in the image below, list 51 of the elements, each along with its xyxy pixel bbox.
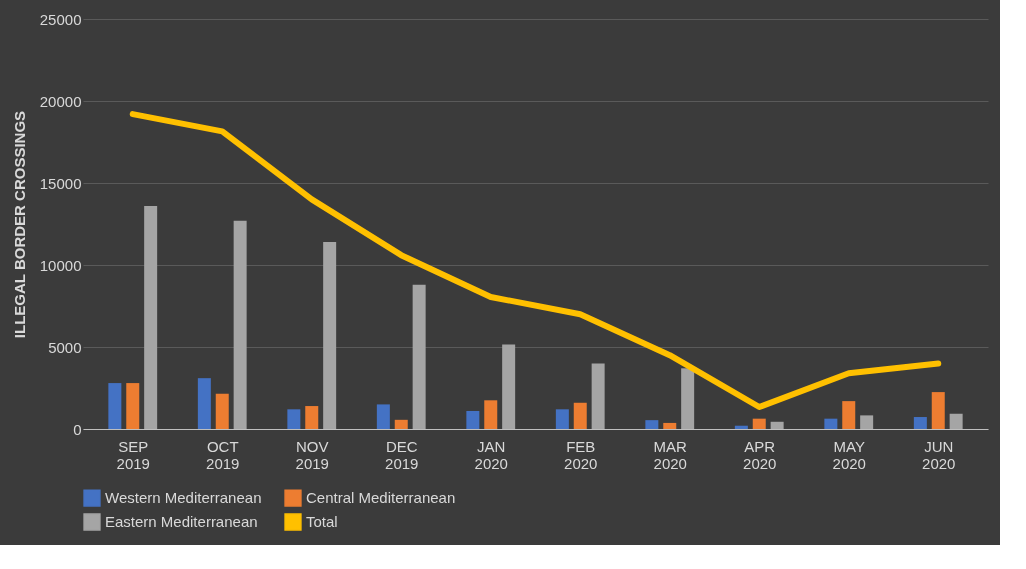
bar	[305, 406, 319, 429]
bar	[949, 413, 963, 429]
bar	[860, 415, 874, 429]
bar	[412, 284, 426, 429]
bar	[752, 418, 766, 429]
y-tick-label: 5000	[48, 338, 82, 356]
legend-label: Eastern Mediterranean	[105, 513, 258, 530]
legend-label: Total	[306, 513, 338, 530]
bar	[287, 409, 301, 429]
legend-label: Western Mediterranean	[105, 489, 262, 507]
bar	[555, 409, 569, 429]
bar	[663, 422, 677, 429]
bar	[502, 344, 516, 429]
bar	[770, 421, 784, 429]
x-tick-label: MAR 2020	[653, 437, 688, 472]
x-tick-label: JAN 2020	[474, 437, 508, 472]
bar	[215, 393, 229, 429]
bar	[591, 363, 605, 429]
bar	[842, 401, 856, 429]
y-tick-label: 0	[73, 420, 82, 438]
x-tick-label: OCT 2019	[206, 437, 240, 472]
bar	[645, 420, 659, 429]
bar	[197, 378, 211, 429]
x-tick-label: MAY 2020	[832, 437, 866, 472]
bar	[573, 402, 587, 429]
y-tick-label: 10000	[39, 256, 82, 274]
bar	[484, 400, 498, 429]
bar	[108, 383, 122, 429]
bar	[376, 404, 390, 429]
x-tick-label: APR 2020	[743, 437, 777, 472]
y-tick-label: 20000	[39, 92, 82, 110]
bar	[126, 383, 140, 429]
y-axis-title: ILLEGAL BORDER CROSSINGS	[10, 110, 28, 339]
bar	[824, 418, 838, 429]
bar	[913, 417, 927, 429]
x-tick-label: JUN 2020	[922, 437, 956, 472]
bar	[394, 419, 408, 429]
x-tick-label: FEB 2020	[564, 437, 598, 472]
legend-label: Central Mediterranean	[306, 489, 456, 507]
x-tick-label: SEP 2019	[116, 437, 150, 472]
bar	[144, 205, 158, 429]
bar	[233, 220, 247, 429]
y-tick-label: 15000	[39, 174, 82, 192]
y-tick-label: 25000	[39, 10, 82, 28]
bar	[931, 392, 945, 429]
bar	[734, 425, 748, 429]
bar	[466, 410, 480, 429]
x-tick-label: DEC 2019	[385, 437, 419, 472]
bar	[681, 368, 695, 429]
x-tick-label: NOV 2019	[295, 437, 329, 472]
bar	[323, 242, 337, 429]
